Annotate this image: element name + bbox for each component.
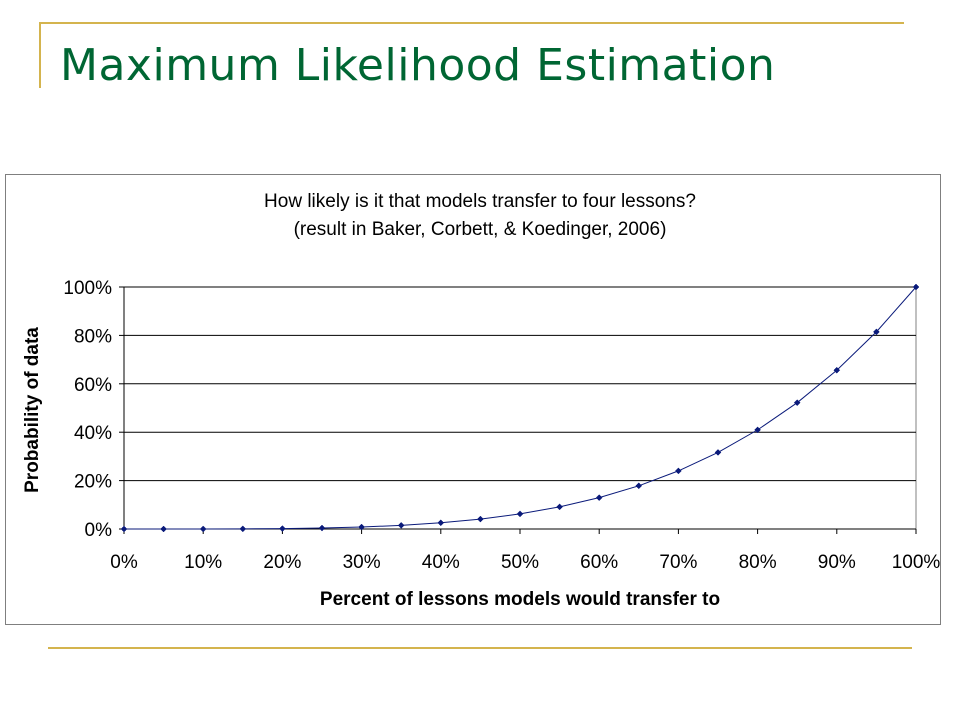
data-point [516, 510, 524, 518]
y-axis-label: Probability of data [22, 327, 43, 493]
chart-title: How likely is it that models transfer to… [264, 191, 696, 212]
x-axis-label: Percent of lessons models would transfer… [319, 589, 721, 610]
y-tick-label: 40% [74, 423, 112, 444]
x-tick-label: 80% [739, 552, 777, 573]
data-point [318, 524, 326, 532]
chart-subtitle: (result in Baker, Corbett, & Koedinger, … [293, 219, 667, 240]
x-tick-label: 50% [501, 552, 539, 573]
data-point [675, 467, 682, 475]
data-point [754, 426, 761, 434]
chart-frame [5, 174, 941, 625]
data-point [477, 515, 484, 523]
y-tick-label: 20% [74, 472, 112, 493]
y-tick-label: 60% [74, 375, 112, 396]
data-point [714, 449, 722, 456]
data-point [556, 503, 563, 511]
title-decoration [39, 22, 904, 88]
data-point [199, 525, 207, 533]
data-point [595, 494, 603, 501]
y-tick-label: 80% [74, 326, 112, 347]
data-point [279, 525, 286, 532]
x-tick-label: 20% [263, 552, 301, 573]
series-line [124, 286, 917, 530]
x-tick-label: 40% [422, 552, 460, 573]
x-tick-label: 100% [892, 552, 941, 573]
x-tick-label: 70% [659, 552, 697, 573]
x-tick-label: 60% [580, 552, 618, 573]
data-point [160, 525, 167, 533]
data-point [239, 525, 247, 533]
x-tick-label: 10% [184, 552, 222, 573]
data-point [120, 525, 128, 533]
data-point [635, 482, 643, 490]
data-point [437, 519, 445, 527]
data-point [358, 523, 365, 531]
data-point [833, 366, 841, 374]
y-tick-label: 0% [85, 520, 113, 541]
plot-area [123, 286, 917, 530]
data-point [793, 399, 801, 407]
x-tick-label: 30% [343, 552, 381, 573]
x-tick-label: 90% [818, 552, 856, 573]
y-tick-label: 100% [63, 278, 112, 299]
data-point [873, 328, 880, 336]
data-point [912, 283, 920, 291]
x-tick-label: 0% [110, 552, 138, 573]
page-title: Maximum Likelihood Estimation [60, 40, 776, 91]
footer-decoration [48, 647, 912, 649]
data-point [397, 522, 405, 529]
